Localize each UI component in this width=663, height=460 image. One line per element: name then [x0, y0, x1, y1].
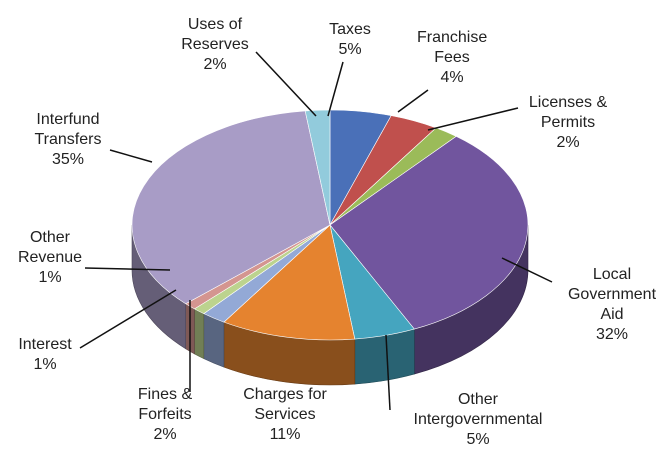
slice [223, 224, 356, 341]
slice-label: Local Government Aid 32% [567, 265, 657, 345]
leader-line [79, 289, 177, 349]
leader-line [501, 257, 553, 283]
slice-label: Interfund Transfers 35% [18, 110, 118, 170]
slice-label: Uses of Reserves 2% [175, 15, 255, 75]
value-label: 11% [269, 426, 301, 443]
leader-line [385, 334, 391, 411]
slice-side [194, 308, 205, 360]
value-label: 4% [440, 69, 464, 86]
value-label: 5% [466, 431, 490, 448]
value-label: 1% [33, 356, 57, 373]
category-label: Other Revenue [17, 229, 83, 266]
slice [131, 110, 331, 305]
leader-line [84, 267, 171, 271]
slice-label: Fines & Forfeits 2% [130, 385, 200, 445]
category-label: Licenses & Permits [528, 94, 608, 131]
slice-label: Taxes 5% [320, 20, 380, 60]
category-label: Other Intergovernmental [413, 391, 543, 428]
category-label: Interest [18, 336, 72, 353]
slice-label: Other Revenue 1% [10, 228, 90, 288]
leader-line [427, 107, 519, 131]
leader-line [397, 89, 429, 113]
slice-label: Other Intergovernmental 5% [403, 390, 553, 450]
slice-label: Interest 1% [10, 335, 80, 375]
value-label: 32% [595, 326, 629, 343]
value-label: 2% [556, 134, 580, 151]
leader-line [255, 51, 317, 117]
value-label: 5% [338, 41, 362, 58]
slice-label: Licenses & Permits 2% [518, 93, 618, 153]
slice-side [203, 313, 225, 368]
value-label: 2% [203, 56, 227, 73]
category-label: Uses of Reserves [181, 16, 249, 53]
category-label: Franchise Fees [417, 29, 488, 66]
category-label: Taxes [329, 21, 371, 38]
value-label: 1% [38, 269, 62, 286]
category-label: Charges for Services [243, 386, 327, 423]
slice-label: Franchise Fees 4% [417, 28, 487, 88]
category-label: Fines & Forfeits [137, 386, 193, 423]
value-label: 35% [51, 151, 85, 168]
leader-line [327, 61, 344, 117]
category-label: Interfund Transfers [34, 111, 102, 148]
value-label: 2% [153, 426, 177, 443]
slice-label: Charges for Services 11% [235, 385, 335, 445]
category-label: Local Government Aid [567, 266, 657, 323]
slice [329, 136, 529, 330]
leader-line [109, 149, 153, 163]
